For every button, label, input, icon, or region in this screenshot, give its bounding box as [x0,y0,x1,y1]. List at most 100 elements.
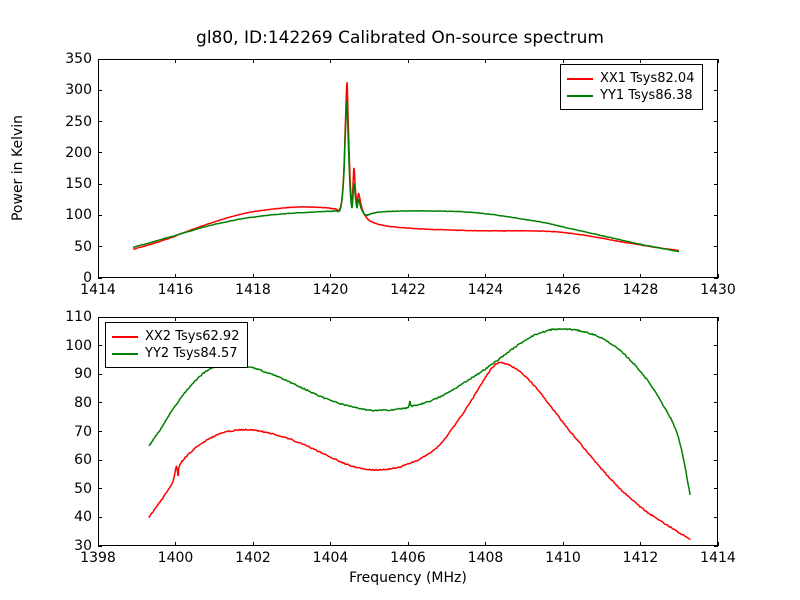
y-tick-mark [98,246,102,248]
y-tick-label: 80 [74,394,92,411]
x-tick-mark [640,317,641,321]
x-tick-mark [330,274,331,278]
y-tick-label: 50 [74,238,92,255]
legend-color-swatch-red [567,77,593,80]
y-tick-label: 100 [65,337,92,354]
x-tick-mark [640,542,641,546]
legend-item: YY2 Tsys84.57 [112,345,239,362]
y-tick-label: 50 [74,480,92,497]
y-tick-mark [98,516,102,518]
y-tick-mark [98,402,102,404]
y-tick-mark [714,152,718,154]
x-tick-mark [562,542,564,546]
legend-label: YY1 Tsys86.38 [600,88,693,103]
y-tick-mark [714,214,718,216]
x-tick-mark [485,274,486,278]
y-tick-mark [714,373,718,375]
legend-label: YY2 Tsys84.57 [145,346,238,361]
y-tick-label: 300 [65,82,92,99]
y-tick-label: 90 [74,366,92,383]
x-tick-mark [407,59,409,63]
y-tick-mark [714,89,718,91]
x-tick-mark [97,59,99,63]
x-tick-label: 1410 [545,550,581,566]
y-tick-label: 70 [74,423,92,440]
y-tick-mark [714,345,718,347]
x-tick-mark [252,59,254,63]
bottom-x-axis-label: Frequency (MHz) [349,570,467,586]
x-tick-label: 1414 [80,282,116,298]
y-tick-mark [98,121,102,123]
x-tick-mark [717,59,719,63]
x-tick-mark [640,274,641,278]
x-tick-label: 1428 [622,282,659,298]
top-plot-curves [99,60,717,277]
x-tick-mark [485,317,486,321]
x-tick-label: 1406 [390,550,426,566]
x-tick-mark [717,542,719,546]
y-tick-mark [98,345,102,347]
y-tick-mark [714,58,718,60]
legend-label: XX2 Tsys62.92 [145,329,240,344]
x-tick-label: 1416 [157,282,194,298]
x-tick-mark [407,542,409,546]
x-tick-mark [330,317,331,321]
x-tick-mark [562,274,564,278]
y-tick-mark [98,316,102,318]
x-tick-label: 1412 [622,550,659,566]
y-tick-label: 200 [65,144,92,161]
y-tick-mark [98,459,102,461]
x-tick-mark [330,59,331,63]
y-tick-mark [98,373,102,375]
y-tick-mark [714,121,718,123]
x-tick-mark [407,317,409,321]
y-tick-mark [714,246,718,248]
y-tick-label: 60 [74,452,92,469]
bottom-plot-legend: XX2 Tsys62.92 YY2 Tsys84.57 [105,322,249,368]
series-line [134,101,679,251]
x-tick-mark [175,274,176,278]
legend-color-swatch-red [112,335,138,338]
y-tick-mark [714,516,718,518]
y-tick-mark [714,277,718,279]
top-y-axis-label: Power in Kelvin [10,114,26,222]
series-line [149,362,690,539]
x-tick-mark [562,317,564,321]
x-tick-mark [485,59,486,63]
legend-label: XX1 Tsys82.04 [600,71,695,86]
y-tick-mark [98,89,102,91]
y-tick-label: 30 [74,538,92,554]
x-tick-mark [97,542,99,546]
y-tick-mark [98,488,102,490]
y-tick-mark [714,183,718,185]
x-tick-mark [252,274,254,278]
y-tick-mark [98,277,102,279]
y-tick-mark [98,58,102,60]
y-tick-mark [714,316,718,318]
y-tick-mark [98,152,102,154]
x-tick-mark [175,317,176,321]
x-tick-mark [717,317,719,321]
top-plot-legend: XX1 Tsys82.04 YY1 Tsys86.38 [560,64,704,110]
x-tick-label: 1430 [700,282,736,298]
y-tick-mark [714,431,718,432]
x-tick-mark [330,542,331,546]
x-tick-label: 1418 [235,282,271,298]
x-tick-label: 1422 [390,282,426,298]
y-tick-label: 0 [83,270,92,286]
y-tick-label: 250 [65,113,92,130]
x-tick-mark [175,59,176,63]
x-tick-mark [562,59,564,63]
x-tick-label: 1420 [312,282,349,298]
y-tick-mark [714,402,718,404]
x-tick-label: 1408 [467,550,504,566]
y-tick-mark [714,545,718,547]
x-tick-mark [640,59,641,63]
x-tick-label: 1404 [312,550,349,566]
y-tick-mark [98,431,102,432]
legend-item: YY1 Tsys86.38 [567,87,694,104]
x-tick-label: 1424 [467,282,504,298]
y-tick-label: 110 [65,309,92,325]
x-tick-label: 1398 [80,550,116,566]
